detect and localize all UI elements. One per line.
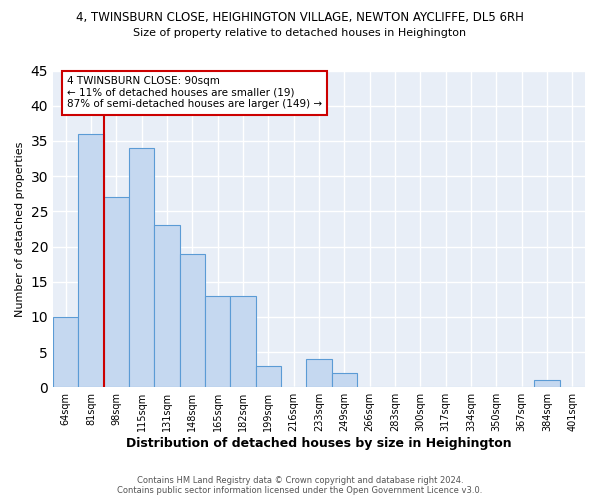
Bar <box>53 317 79 388</box>
Text: Size of property relative to detached houses in Heighington: Size of property relative to detached ho… <box>133 28 467 38</box>
Text: Contains HM Land Registry data © Crown copyright and database right 2024.
Contai: Contains HM Land Registry data © Crown c… <box>118 476 482 495</box>
Bar <box>332 374 357 388</box>
Bar <box>104 197 129 388</box>
Bar <box>307 359 332 388</box>
Bar <box>535 380 560 388</box>
Bar <box>205 296 230 388</box>
Bar <box>129 148 154 388</box>
Bar <box>256 366 281 388</box>
Bar <box>179 254 205 388</box>
Bar <box>230 296 256 388</box>
Text: 4 TWINSBURN CLOSE: 90sqm
← 11% of detached houses are smaller (19)
87% of semi-d: 4 TWINSBURN CLOSE: 90sqm ← 11% of detach… <box>67 76 322 110</box>
Bar <box>79 134 104 388</box>
Y-axis label: Number of detached properties: Number of detached properties <box>15 141 25 316</box>
Bar <box>154 226 179 388</box>
Text: 4, TWINSBURN CLOSE, HEIGHINGTON VILLAGE, NEWTON AYCLIFFE, DL5 6RH: 4, TWINSBURN CLOSE, HEIGHINGTON VILLAGE,… <box>76 11 524 24</box>
X-axis label: Distribution of detached houses by size in Heighington: Distribution of detached houses by size … <box>126 437 512 450</box>
